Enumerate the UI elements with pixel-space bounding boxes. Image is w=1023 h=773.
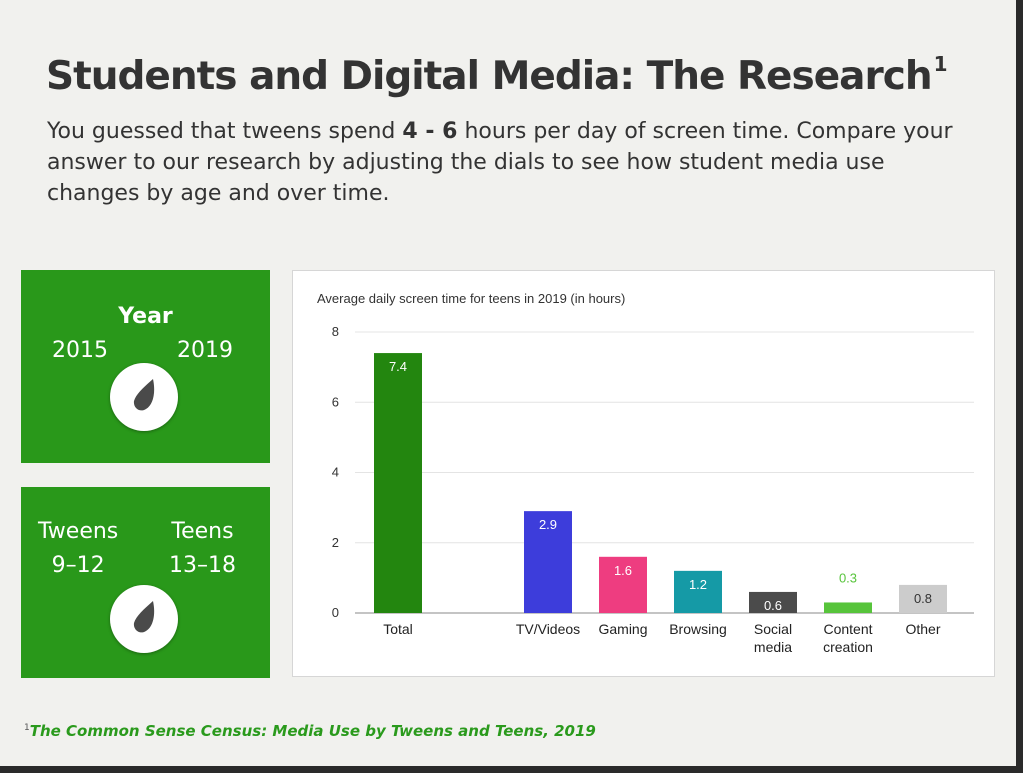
bar-value-label: 0.6 xyxy=(764,598,782,613)
bar-chart: Average daily screen time for teens in 2… xyxy=(317,291,974,655)
x-tick-label: media xyxy=(754,639,792,655)
footnote-text: The Common Sense Census: Media Use by Tw… xyxy=(29,722,596,740)
x-tick-label: Content xyxy=(823,621,872,637)
x-tick-label: Social xyxy=(754,621,792,637)
age-dial-panel: Tweens 9–12 Teens 13–18 xyxy=(21,487,270,678)
x-tick-label: Other xyxy=(905,621,940,637)
bar xyxy=(674,570,722,613)
bar xyxy=(524,511,572,613)
year-dial-knob[interactable] xyxy=(110,363,178,431)
dial-pointer-icon xyxy=(133,379,155,411)
age-dial-right-label-line2: 13–18 xyxy=(169,553,236,578)
year-dial-right-label[interactable]: 2019 xyxy=(177,338,233,363)
bar-value-label: 0.3 xyxy=(839,570,857,585)
age-dial-knob[interactable] xyxy=(110,585,178,653)
x-tick-label: creation xyxy=(823,639,873,655)
y-tick-label: 4 xyxy=(332,465,339,480)
page-title: Students and Digital Media: The Research… xyxy=(46,52,948,99)
age-dial-right-label[interactable]: Teens 13–18 xyxy=(169,515,236,583)
bar-value-label: 2.9 xyxy=(539,517,557,532)
y-tick-label: 6 xyxy=(332,394,339,409)
bar xyxy=(899,584,947,613)
x-tick-label: Gaming xyxy=(598,621,647,637)
age-dial-right-label-line1: Teens xyxy=(171,519,234,544)
guess-value: 4 - 6 xyxy=(402,119,458,144)
bar-value-label: 1.6 xyxy=(614,563,632,578)
x-tick-label: Total xyxy=(383,621,413,637)
age-dial-left-label-line2: 9–12 xyxy=(51,553,105,578)
y-tick-label: 0 xyxy=(332,605,339,620)
bar-value-label: 1.2 xyxy=(689,577,707,592)
x-tick-label: Browsing xyxy=(669,621,727,637)
dial-pointer-icon xyxy=(133,601,155,633)
y-tick-label: 2 xyxy=(332,535,339,550)
bar xyxy=(374,353,422,613)
chart-card: Average daily screen time for teens in 2… xyxy=(292,270,995,677)
age-dial-left-label[interactable]: Tweens 9–12 xyxy=(38,515,118,583)
chart-title: Average daily screen time for teens in 2… xyxy=(317,291,625,306)
footnote: 1The Common Sense Census: Media Use by T… xyxy=(24,722,596,740)
year-dial-left-label[interactable]: 2015 xyxy=(52,338,108,363)
x-tick-label: TV/Videos xyxy=(516,621,580,637)
year-dial-heading: Year xyxy=(118,304,173,329)
bar-value-label: 0.8 xyxy=(914,591,932,606)
intro-text: You guessed that tweens spend 4 - 6 hour… xyxy=(47,119,953,206)
bar-value-label: 7.4 xyxy=(389,359,407,374)
bar xyxy=(599,556,647,613)
footnote-marker: 1 xyxy=(24,723,30,733)
y-tick-label: 8 xyxy=(332,324,339,339)
year-dial-panel: Year 2015 2019 xyxy=(21,270,270,463)
bar xyxy=(749,591,797,613)
title-footnote-marker: 1 xyxy=(933,52,948,76)
bar xyxy=(824,602,872,613)
age-dial-left-label-line1: Tweens xyxy=(38,519,119,544)
